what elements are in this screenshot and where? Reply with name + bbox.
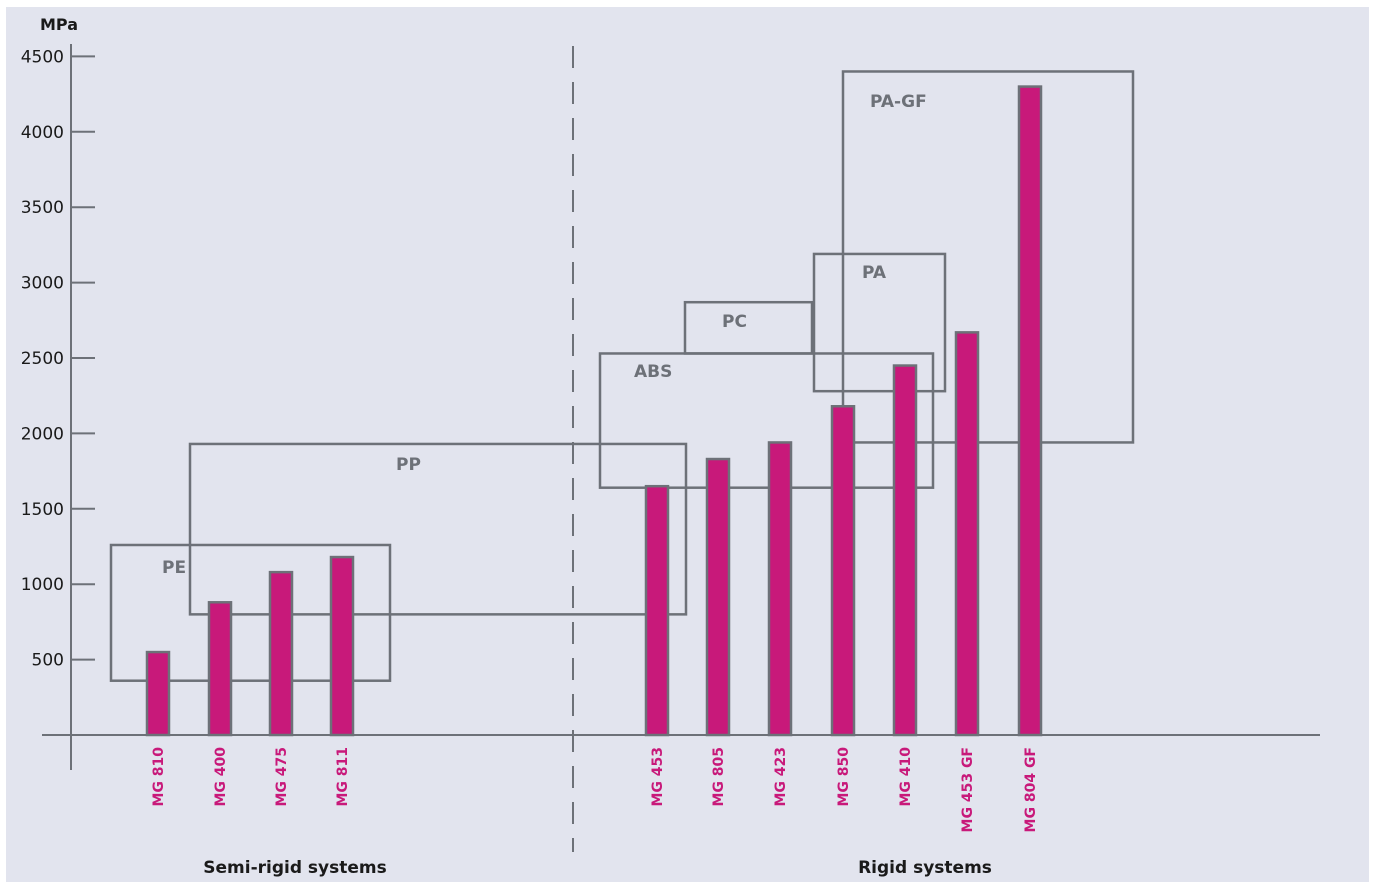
bar-mg-475 bbox=[268, 570, 294, 737]
bar-mg-811 bbox=[329, 555, 355, 737]
bar-label-mg-475: MG 475 bbox=[274, 747, 290, 807]
bar-mg-850 bbox=[830, 405, 856, 737]
group-label-semi-rigid: Semi-rigid systems bbox=[203, 858, 386, 878]
range-label-pa-gf: PA-GF bbox=[870, 92, 927, 112]
range-box-pa bbox=[812, 252, 947, 393]
bar-mg-400 bbox=[207, 601, 233, 737]
range-boxes bbox=[109, 70, 1135, 682]
bar-mg-410 bbox=[892, 364, 918, 737]
y-tick-label-3000: 3000 bbox=[21, 274, 64, 294]
bar-label-mg-400: MG 400 bbox=[213, 747, 229, 807]
bar-mg-453-gf bbox=[954, 331, 980, 737]
bar-label-mg-804-gf: MG 804 GF bbox=[1023, 747, 1039, 832]
y-tick-label-3500: 3500 bbox=[21, 198, 64, 218]
bar-label-mg-805: MG 805 bbox=[711, 747, 727, 807]
bar-mg-804-gf bbox=[1017, 85, 1043, 737]
range-box-pe bbox=[109, 543, 392, 682]
bar-label-mg-811: MG 811 bbox=[335, 747, 351, 807]
bar-mg-805 bbox=[705, 457, 731, 737]
bar-label-mg-850: MG 850 bbox=[836, 747, 852, 807]
bar-mg-810 bbox=[145, 650, 171, 737]
range-label-pe: PE bbox=[162, 558, 186, 578]
bar-label-mg-810: MG 810 bbox=[151, 747, 167, 807]
group-label-rigid: Rigid systems bbox=[858, 858, 992, 878]
y-tick-label-500: 500 bbox=[32, 651, 64, 671]
y-tick-label-2000: 2000 bbox=[21, 424, 64, 444]
labels: PE PP ABS PC PA PA-GF MG 810 MG 400 MG 475 MG 811… bbox=[21, 47, 1039, 878]
bars bbox=[145, 85, 1043, 737]
y-tick-label-1500: 1500 bbox=[21, 500, 64, 520]
range-box-pa-gf bbox=[841, 70, 1135, 444]
bar-mg-453 bbox=[644, 484, 670, 737]
range-label-abs: ABS bbox=[634, 362, 672, 382]
bar-label-mg-453: MG 453 bbox=[650, 747, 666, 807]
y-tick-label-4000: 4000 bbox=[21, 123, 64, 143]
y-tick-label-2500: 2500 bbox=[21, 349, 64, 369]
y-tick-label-4500: 4500 bbox=[21, 47, 64, 67]
range-label-pp: PP bbox=[396, 455, 421, 475]
range-box-pc bbox=[683, 300, 814, 355]
range-label-pa: PA bbox=[862, 263, 887, 283]
bar-label-mg-453-gf: MG 453 GF bbox=[960, 747, 976, 832]
axes bbox=[42, 44, 1320, 852]
range-box-pp bbox=[188, 442, 688, 616]
y-tick-label-1000: 1000 bbox=[21, 575, 64, 595]
y-axis-unit-label: MPa bbox=[40, 15, 78, 34]
bar-label-mg-423: MG 423 bbox=[773, 747, 789, 807]
range-label-pc: PC bbox=[722, 312, 747, 332]
bar-label-mg-410: MG 410 bbox=[898, 747, 914, 807]
bar-mg-423 bbox=[767, 441, 793, 737]
